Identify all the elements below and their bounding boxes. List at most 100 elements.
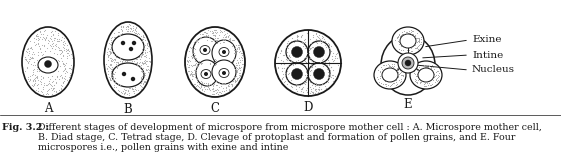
Point [186, 46, 195, 49]
Point [137, 62, 146, 64]
Point [233, 77, 242, 80]
Point [126, 30, 135, 32]
Point [39, 82, 48, 85]
Point [24, 50, 33, 52]
Point [197, 86, 206, 89]
Point [211, 30, 220, 33]
Point [211, 63, 220, 66]
Point [411, 41, 420, 44]
Point [329, 80, 338, 82]
Point [293, 34, 302, 37]
Point [38, 93, 47, 95]
Point [396, 39, 405, 42]
Text: E: E [404, 98, 412, 111]
Point [379, 64, 388, 67]
Point [118, 25, 127, 28]
Point [129, 61, 138, 64]
Point [191, 56, 200, 59]
Point [279, 67, 288, 70]
Point [103, 59, 112, 61]
Point [306, 66, 315, 69]
Point [47, 86, 56, 89]
Point [32, 65, 41, 68]
Point [235, 67, 244, 70]
Point [46, 84, 55, 86]
Point [302, 55, 311, 58]
Point [115, 90, 124, 92]
Point [289, 40, 298, 43]
Point [143, 44, 152, 46]
Point [42, 37, 50, 40]
Point [141, 68, 150, 70]
Point [322, 46, 331, 49]
Point [139, 50, 148, 53]
Point [39, 29, 48, 32]
Point [59, 80, 68, 83]
Point [201, 82, 210, 85]
Point [199, 31, 208, 34]
Point [128, 90, 137, 92]
Point [398, 49, 407, 51]
Point [59, 69, 68, 72]
Point [415, 43, 424, 45]
Point [213, 31, 222, 33]
Point [142, 43, 151, 45]
Point [209, 92, 218, 95]
Point [48, 44, 57, 47]
Circle shape [44, 60, 52, 67]
Point [415, 41, 424, 44]
Point [127, 60, 136, 62]
Point [318, 35, 327, 37]
Point [191, 65, 200, 68]
Point [140, 81, 149, 83]
Point [137, 68, 146, 71]
Point [39, 44, 48, 46]
Point [119, 26, 128, 29]
Point [274, 56, 283, 59]
Point [331, 74, 340, 77]
Point [322, 64, 331, 67]
Point [109, 67, 118, 70]
Point [183, 63, 192, 66]
Point [215, 34, 224, 36]
Point [207, 30, 216, 32]
Point [39, 76, 48, 79]
Point [134, 88, 142, 91]
Point [137, 76, 146, 79]
Point [183, 60, 192, 63]
Point [433, 70, 442, 72]
Point [26, 47, 35, 49]
Point [227, 85, 236, 88]
Point [209, 80, 218, 82]
Point [432, 71, 441, 74]
Point [275, 52, 284, 54]
Point [53, 34, 62, 36]
Point [60, 44, 69, 46]
Point [422, 82, 431, 84]
Circle shape [129, 47, 133, 51]
Point [119, 59, 128, 62]
Point [375, 81, 384, 83]
Point [375, 77, 384, 80]
Point [117, 30, 126, 32]
Point [50, 30, 59, 33]
Point [203, 33, 212, 36]
Point [26, 63, 35, 65]
Point [230, 80, 239, 83]
Ellipse shape [201, 69, 211, 79]
Point [125, 87, 134, 89]
Point [429, 72, 438, 74]
Point [136, 52, 145, 55]
Point [140, 80, 149, 83]
Circle shape [308, 41, 330, 63]
Point [282, 79, 291, 82]
Point [407, 31, 416, 34]
Point [283, 42, 292, 45]
Point [413, 78, 422, 81]
Point [58, 61, 67, 64]
Point [24, 48, 33, 50]
Point [112, 61, 121, 64]
Point [222, 35, 231, 37]
Point [219, 87, 228, 90]
Point [234, 44, 243, 46]
